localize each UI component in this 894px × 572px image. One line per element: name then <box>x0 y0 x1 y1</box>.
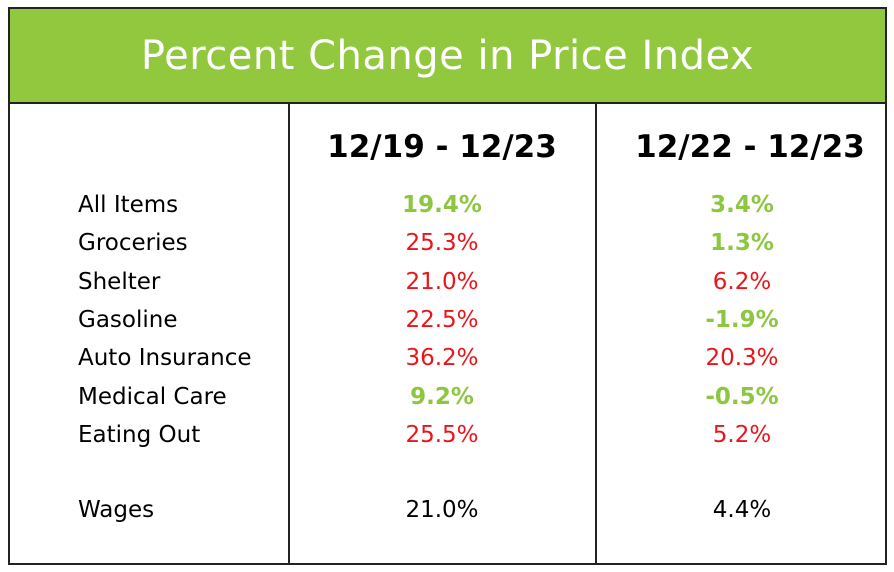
table-row: Groceries 25.3% 1.3% <box>10 230 885 266</box>
value-cell-period-1: 9.2% <box>410 383 474 410</box>
price-index-table: Percent Change in Price Index 12/19 - 12… <box>8 7 887 565</box>
row-label: Medical Care <box>78 383 227 410</box>
row-label: Auto Insurance <box>78 345 252 372</box>
column-divider <box>288 104 290 563</box>
value-cell-period-1: 21.0% <box>405 268 479 295</box>
row-label: Wages <box>78 497 155 523</box>
value-cell-period-2: 5.2% <box>712 421 772 448</box>
title-bar: Percent Change in Price Index <box>10 9 885 104</box>
table-row: Shelter 21.0% 6.2% <box>10 269 885 305</box>
value-cell-period-2: 4.4% <box>712 497 772 523</box>
table-row: Gasoline 22.5% -1.9% <box>10 307 885 343</box>
column-header-period-2: 12/22 - 12/23 <box>635 129 865 165</box>
value-cell-period-2: 1.3% <box>710 230 774 257</box>
value-cell-period-2: -0.5% <box>705 383 779 410</box>
value-cell-period-2: -1.9% <box>705 306 779 333</box>
value-cell-period-1: 22.5% <box>405 306 479 333</box>
table-row: All Items 19.4% 3.4% <box>10 192 885 228</box>
value-cell-period-2: 3.4% <box>710 192 774 218</box>
column-header-period-1: 12/19 - 12/23 <box>327 129 557 165</box>
row-label: Gasoline <box>78 306 178 333</box>
column-divider <box>595 104 597 563</box>
value-cell-period-2: 20.3% <box>705 345 779 372</box>
row-label: All Items <box>78 192 179 218</box>
row-label: Eating Out <box>78 421 201 448</box>
value-cell-period-1: 25.5% <box>405 421 479 448</box>
value-cell-period-1: 36.2% <box>405 345 479 372</box>
table-row: Medical Care 9.2% -0.5% <box>10 384 885 420</box>
value-cell-period-1: 19.4% <box>402 192 482 218</box>
value-cell-period-1: 25.3% <box>405 230 479 257</box>
table-row: Auto Insurance 36.2% 20.3% <box>10 345 885 381</box>
value-cell-period-2: 6.2% <box>712 268 772 295</box>
table-row: Eating Out 25.5% 5.2% <box>10 422 885 458</box>
table-title: Percent Change in Price Index <box>140 32 755 79</box>
value-cell-period-1: 21.0% <box>405 497 479 523</box>
table-row-wages: Wages 21.0% 4.4% <box>10 497 885 533</box>
row-label: Shelter <box>78 268 161 295</box>
row-label: Groceries <box>78 230 188 257</box>
